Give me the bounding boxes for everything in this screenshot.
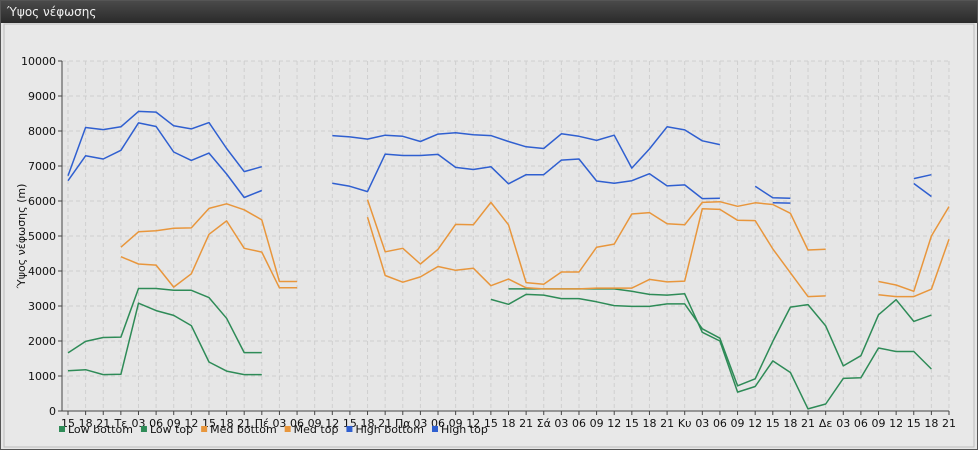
series-line-high-top [332, 126, 721, 169]
y-tick-label: 6000 [28, 195, 56, 208]
x-tick-label: 15 [907, 417, 921, 430]
x-tick-label: 21 [237, 417, 251, 430]
series-line-med-bottom [366, 207, 826, 298]
series-line-med-bottom [878, 238, 950, 298]
series-line-med-top [366, 199, 826, 286]
x-tick-label: 12 [748, 417, 762, 430]
x-tick-label: 18 [502, 417, 516, 430]
x-tick-label: 03 [272, 417, 286, 430]
series-line-high-bottom [913, 182, 932, 198]
x-tick-label: 18 [361, 417, 375, 430]
x-tick-label: 21 [660, 417, 674, 430]
x-tick-label: Πα [395, 417, 411, 430]
x-tick-label: 18 [783, 417, 797, 430]
x-tick-label: 09 [590, 417, 604, 430]
y-tick-label: 2000 [28, 335, 56, 348]
x-tick-label: 03 [695, 417, 709, 430]
legend-swatch [284, 426, 291, 432]
legend-swatch [346, 426, 353, 432]
x-tick-label: 12 [325, 417, 339, 430]
x-tick-label: 12 [889, 417, 903, 430]
legend-label: High bottom [355, 423, 424, 436]
x-tick-label: 06 [854, 417, 868, 430]
x-tick-label: 21 [942, 417, 956, 430]
legend-label: High top [441, 423, 488, 436]
x-tick-label: 15 [766, 417, 780, 430]
y-tick-label: 4000 [28, 265, 56, 278]
x-tick-label: 21 [378, 417, 392, 430]
x-tick-label: 12 [466, 417, 480, 430]
x-tick-label: 21 [801, 417, 815, 430]
window-title: Ύψος νέφωσης [1, 1, 977, 23]
x-tick-label: 09 [449, 417, 463, 430]
legend-swatch [140, 426, 147, 432]
cloud-height-chart: 0 1000 2000 3000 4000 5000 6000 7000 8000 9000 100… [3, 23, 975, 448]
y-tick-label: 5000 [28, 230, 56, 243]
series-line-high-top [67, 110, 263, 177]
series-line-low-top [490, 293, 932, 387]
x-tick-label: 15 [484, 417, 498, 430]
legend-swatch [201, 426, 208, 432]
x-tick-label: Σά [537, 417, 551, 430]
x-tick-label: 03 [554, 417, 568, 430]
x-tick-label: 06 [713, 417, 727, 430]
x-tick-label: 15 [625, 417, 639, 430]
series-line-high-bottom [67, 122, 263, 199]
x-tick-label: 12 [184, 417, 198, 430]
y-axis-label: Ύψος νέφωσης (m) [15, 184, 28, 290]
y-tick-label: 3000 [28, 300, 56, 313]
legend-label: Low bottom [68, 423, 133, 436]
x-tick-label: 03 [836, 417, 850, 430]
series-line-med-top [120, 203, 298, 283]
legend-swatch [432, 426, 438, 432]
series-line-high-top [913, 173, 932, 180]
series-line-high-bottom [332, 153, 720, 200]
x-tick-label: 06 [290, 417, 304, 430]
x-tick-label: 18 [642, 417, 656, 430]
legend-label: Low top [150, 423, 193, 436]
x-tick-label: Κυ [678, 417, 692, 430]
x-tick-label: 12 [607, 417, 621, 430]
legend-swatch [59, 426, 65, 432]
legend-label: Med top [294, 423, 339, 436]
series-line-med-bottom [120, 220, 298, 289]
x-tick-label: 06 [149, 417, 163, 430]
x-tick-label: Τε [114, 417, 128, 430]
series-line-med-top [878, 206, 950, 293]
x-tick-label: 09 [731, 417, 745, 430]
y-tick-label: 0 [49, 405, 56, 418]
series-line-low-top [67, 287, 262, 354]
y-tick-label: 1000 [28, 370, 56, 383]
x-tick-label: Δε [819, 417, 833, 430]
x-tick-label: 21 [519, 417, 533, 430]
y-tick-label: 7000 [28, 160, 56, 173]
series-line-low-bottom [67, 302, 262, 376]
y-tick-label: 9000 [28, 90, 56, 103]
y-tick-label: 8000 [28, 125, 56, 138]
x-tick-label: 18 [924, 417, 938, 430]
x-tick-label: 15 [343, 417, 357, 430]
x-tick-label: 06 [572, 417, 586, 430]
x-tick-label: Πέ [255, 417, 269, 430]
legend-label: Med bottom [210, 423, 277, 436]
x-tick-label: 18 [220, 417, 234, 430]
x-tick-label: 09 [167, 417, 181, 430]
x-tick-label: 09 [872, 417, 886, 430]
series-line-high-top [754, 185, 791, 199]
x-tick-label: 09 [308, 417, 322, 430]
x-tick-label: 21 [96, 417, 110, 430]
y-tick-label: 10000 [21, 55, 56, 68]
x-tick-label: 03 [413, 417, 427, 430]
x-tick-label: 18 [79, 417, 93, 430]
